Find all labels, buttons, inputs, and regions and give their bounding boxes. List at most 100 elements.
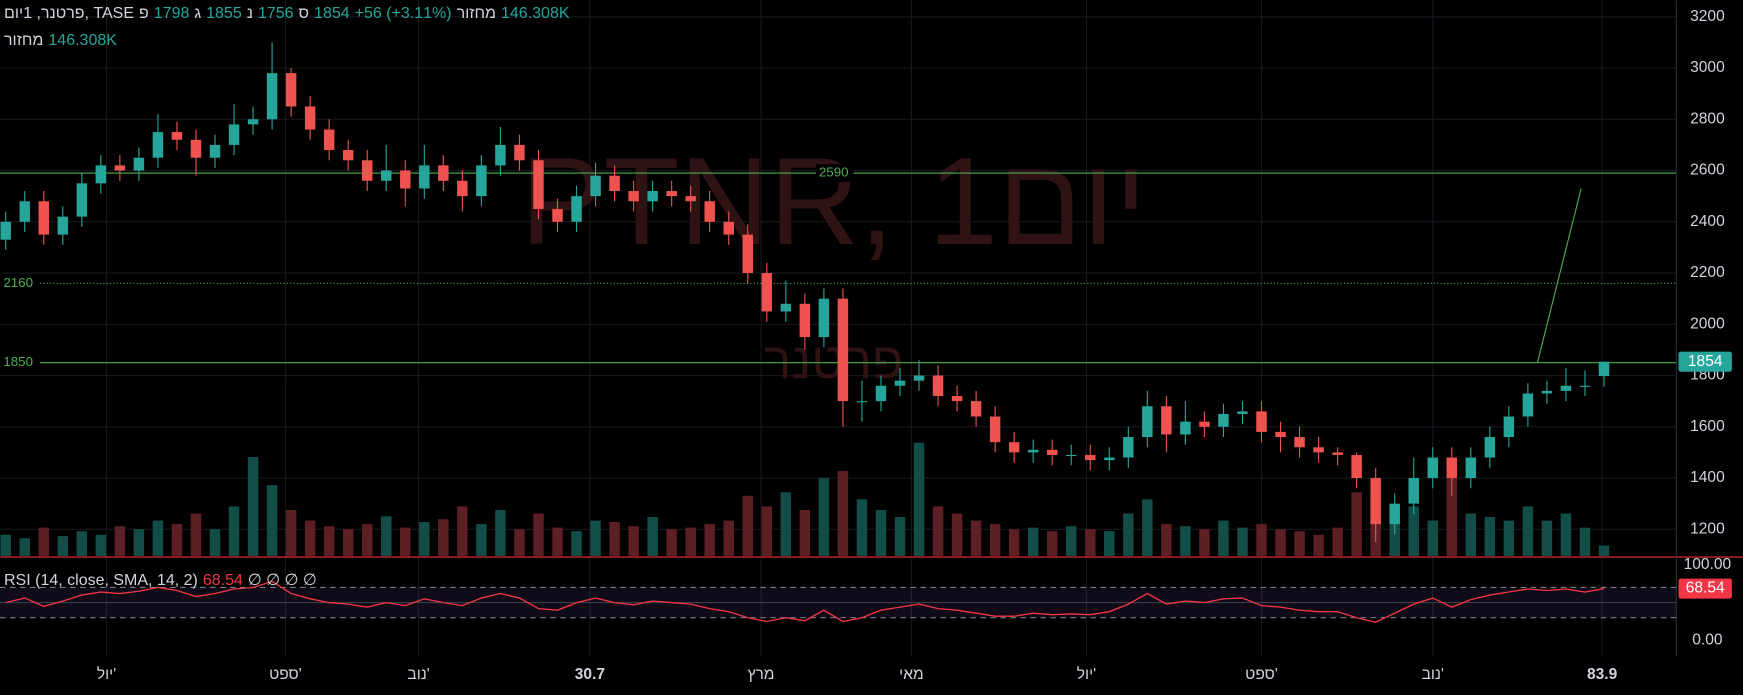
ohlc-value: 1756 bbox=[257, 5, 294, 22]
x-tick-label: ספט' bbox=[269, 666, 302, 683]
volume-bar bbox=[1598, 545, 1610, 556]
volume-header: מחזור 146.308K bbox=[4, 32, 122, 50]
candle-body bbox=[476, 165, 487, 197]
candle-body bbox=[1237, 411, 1248, 414]
candle-body bbox=[856, 401, 868, 403]
volume-bar bbox=[38, 527, 49, 556]
volume-bar bbox=[285, 509, 297, 556]
volume-bar bbox=[342, 529, 354, 556]
volume-bar bbox=[799, 509, 811, 556]
y-tick-label: 1400 bbox=[1690, 469, 1725, 486]
volume-bar bbox=[1180, 526, 1191, 556]
volume-bar bbox=[1199, 529, 1210, 556]
volume-value: 146.308K bbox=[48, 32, 117, 49]
candle-body bbox=[1275, 431, 1286, 438]
candle-body bbox=[913, 375, 925, 381]
volume-bar bbox=[571, 531, 582, 556]
candle-body bbox=[400, 170, 411, 189]
y-tick-label: 1200 bbox=[1690, 520, 1725, 537]
volume-bars bbox=[0, 442, 1610, 556]
candle-body bbox=[723, 221, 734, 235]
candle-body bbox=[1104, 457, 1115, 461]
candle-body bbox=[1142, 406, 1153, 438]
ohlc-label: נ bbox=[246, 5, 253, 22]
candle-body bbox=[590, 175, 601, 197]
volume-bar bbox=[818, 478, 830, 556]
volume-bar bbox=[533, 513, 544, 556]
volume-bar bbox=[761, 506, 773, 556]
candle-body bbox=[1199, 421, 1210, 427]
volume-bar bbox=[1104, 531, 1115, 556]
rsi-value: 68.54 bbox=[202, 572, 243, 589]
y-tick-label: 3200 bbox=[1690, 8, 1725, 25]
change-value: +56 (+3.11%) bbox=[354, 5, 452, 22]
volume-bar bbox=[1389, 513, 1400, 556]
volume-bar bbox=[1427, 520, 1438, 556]
candle-body bbox=[1027, 449, 1039, 453]
ohlc-value: 1798 bbox=[153, 5, 190, 22]
volume-bar bbox=[476, 524, 487, 556]
candle-body bbox=[1446, 457, 1458, 479]
volume-bar bbox=[1161, 524, 1172, 556]
candle-body bbox=[666, 191, 677, 197]
candle-body bbox=[818, 298, 830, 338]
volume-bar bbox=[856, 499, 868, 556]
rsi-header: RSI (14, close, SMA, 14, 2) 68.54 ∅ ∅ ∅ ∅ bbox=[4, 570, 322, 590]
candle-body bbox=[837, 298, 849, 402]
volume-bar bbox=[552, 527, 563, 556]
candle-body bbox=[133, 157, 145, 171]
volume-bar bbox=[628, 526, 639, 556]
candle-body bbox=[1465, 457, 1477, 479]
candle-body bbox=[875, 385, 887, 402]
candle-body bbox=[342, 150, 354, 161]
volume-bar bbox=[1465, 513, 1477, 556]
candle-body bbox=[704, 201, 715, 222]
volume-bar bbox=[1142, 499, 1153, 556]
volume-value: 146.308K bbox=[501, 5, 570, 22]
candle-body bbox=[970, 401, 982, 417]
header-line: פרטנר, 1יום, TASE פ 1798 ג 1855 נ 1756 ס 1854 +56… bbox=[4, 5, 575, 23]
volume-bar bbox=[1066, 526, 1077, 556]
level-label-bg bbox=[815, 164, 854, 182]
volume-bar bbox=[323, 526, 335, 556]
volume-bar bbox=[133, 529, 145, 556]
volume-bar bbox=[894, 517, 906, 556]
volume-bar bbox=[1275, 529, 1286, 556]
ohlc-label: ס bbox=[298, 5, 310, 22]
x-tick-label: נוב' bbox=[1422, 666, 1444, 683]
symbol-title: פרטנר, 1יום, TASE bbox=[4, 5, 134, 22]
candle-body bbox=[285, 73, 297, 107]
ohlc-value: 1854 bbox=[314, 5, 350, 22]
candle-body bbox=[894, 380, 906, 386]
candle-body bbox=[685, 196, 696, 202]
volume-bar bbox=[1294, 531, 1305, 556]
volume-bar bbox=[304, 520, 316, 556]
axes: 1200140016001800200022002400260028003000… bbox=[97, 8, 1732, 683]
rsi-last-box bbox=[1678, 578, 1732, 599]
candle-body bbox=[361, 160, 373, 181]
volume-bar bbox=[495, 509, 506, 556]
candle-body bbox=[1085, 454, 1096, 461]
volume-bar bbox=[704, 524, 715, 556]
volume-bar bbox=[361, 524, 373, 556]
x-tick-label: מאי bbox=[899, 666, 923, 683]
volume-bar bbox=[266, 485, 278, 556]
candle-body bbox=[628, 191, 639, 202]
watermark-text: PTNR, 1יום bbox=[520, 132, 1146, 271]
volume-bar bbox=[19, 538, 30, 556]
volume-bar bbox=[1351, 492, 1362, 556]
candle-body bbox=[228, 124, 240, 145]
candle-body bbox=[533, 160, 544, 209]
volume-bar bbox=[1522, 506, 1534, 556]
volume-bar bbox=[209, 529, 221, 556]
candle-body bbox=[438, 165, 449, 181]
candle-body bbox=[932, 375, 944, 397]
candle-body bbox=[323, 129, 335, 151]
volume-bar bbox=[171, 524, 183, 556]
candle-body bbox=[1541, 390, 1553, 394]
volume-bar bbox=[1027, 527, 1039, 556]
volume-bar bbox=[114, 526, 126, 556]
volume-bar bbox=[1332, 527, 1343, 556]
